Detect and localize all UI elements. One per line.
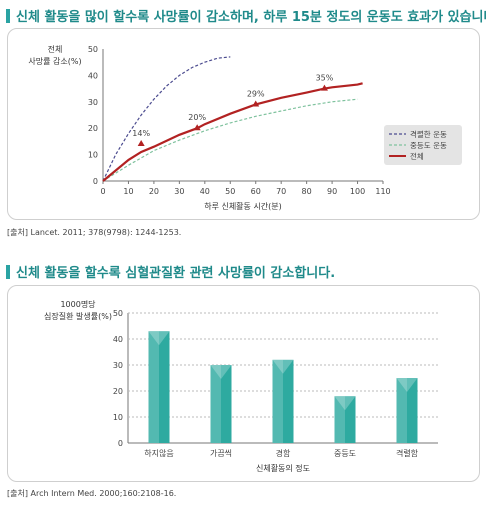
y-axis-label: 전체 xyxy=(48,44,63,54)
bar-top-facet xyxy=(396,378,418,392)
y-tick-label: 10 xyxy=(113,413,123,422)
y-axis-label: 심장질환 발생률(%) xyxy=(44,311,112,321)
bar-body xyxy=(272,359,294,443)
series-line-3 xyxy=(102,82,363,182)
bar-top-facet xyxy=(334,396,356,411)
bar-4 xyxy=(334,396,356,443)
x-tick-label: 40 xyxy=(200,187,210,196)
bar-2 xyxy=(210,365,232,443)
bar-1 xyxy=(148,331,170,443)
x-tick-label: 20 xyxy=(149,187,159,196)
section-heading-activity-mortality: 신체 활동을 많이 할수록 사망률이 감소하며, 하루 15분 정도의 운동도 … xyxy=(6,6,486,25)
x-tick-label: 50 xyxy=(225,187,235,196)
heading-accent-bar xyxy=(6,9,10,23)
y-tick-label: 50 xyxy=(88,45,98,54)
bar-body xyxy=(148,331,170,443)
y-tick-label: 0 xyxy=(93,177,98,186)
bar-top-facet xyxy=(272,359,294,374)
x-axis-label: 하루 신체활동 시간(분) xyxy=(204,201,282,211)
heading-text: 신체 활동을 많이 할수록 사망률이 감소하며, 하루 15분 정도의 운동도 … xyxy=(16,10,486,25)
bar-highlight xyxy=(272,359,283,443)
section-heading-cardio-mortality: 신체 활동을 할수록 심혈관질환 관련 사망률이 감소합니다. xyxy=(6,262,335,281)
y-axis-label: 사망률 감소(%) xyxy=(28,56,81,66)
data-label: 35% xyxy=(316,74,334,83)
y-tick-label: 40 xyxy=(113,335,123,344)
x-tick-label: 70 xyxy=(276,187,286,196)
x-tick-label: 80 xyxy=(302,187,312,196)
y-tick-label: 20 xyxy=(113,387,123,396)
x-axis-label: 신체활동의 정도 xyxy=(256,463,310,473)
y-tick-label: 30 xyxy=(113,361,123,370)
bar-highlight xyxy=(210,365,221,443)
bar-5 xyxy=(396,378,418,443)
y-tick-label: 50 xyxy=(113,309,123,318)
bar-highlight xyxy=(396,378,407,443)
x-tick-label: 110 xyxy=(375,187,390,196)
x-tick-label: 60 xyxy=(251,187,261,196)
y-tick-label: 20 xyxy=(88,124,98,133)
data-point-marker xyxy=(252,100,260,107)
bar-body xyxy=(334,396,356,443)
y-tick-label: 0 xyxy=(118,439,123,448)
legend-label: 전체 xyxy=(410,151,424,161)
x-tick-label: 가끔씩 xyxy=(210,448,232,458)
x-tick-label: 0 xyxy=(100,187,105,196)
heading-accent-bar xyxy=(6,265,10,279)
legend-label: 중등도 운동 xyxy=(410,141,447,150)
bar-top-facet xyxy=(210,365,232,379)
source-note-2: [출처] Arch Intern Med. 2000;160:2108-16. xyxy=(7,489,177,498)
x-tick-label: 30 xyxy=(174,187,184,196)
x-tick-label: 10 xyxy=(123,187,133,196)
bar-body xyxy=(210,365,232,443)
data-point-marker xyxy=(320,84,328,91)
bar-body xyxy=(396,378,418,443)
bar-highlight xyxy=(334,396,345,443)
data-label: 29% xyxy=(247,89,265,98)
heading-text: 신체 활동을 할수록 심혈관질환 관련 사망률이 감소합니다. xyxy=(16,266,336,281)
x-tick-label: 경함 xyxy=(276,448,291,458)
x-tick-label: 중등도 xyxy=(334,449,356,458)
y-tick-label: 40 xyxy=(88,71,98,80)
y-tick-label: 10 xyxy=(88,151,98,160)
data-point-marker xyxy=(137,140,145,147)
series-line-1 xyxy=(102,56,231,182)
x-tick-label: 90 xyxy=(327,187,337,196)
series-line-2 xyxy=(102,98,358,182)
bar-top-facet xyxy=(148,331,170,346)
data-label: 20% xyxy=(188,113,206,122)
line-chart-panel: 0 10 20 30 40 50 0 10 20 30 40 50 60 70 80 90 100 110 전체 사망… xyxy=(7,28,480,220)
y-tick-label: 30 xyxy=(88,98,98,107)
y-axis-label: 1000명당 xyxy=(60,299,96,309)
data-label: 14% xyxy=(132,129,150,138)
data-point-marker xyxy=(193,124,201,131)
x-tick-label: 격렬함 xyxy=(396,448,419,458)
bar-highlight xyxy=(148,331,159,443)
x-tick-label: 하지않음 xyxy=(144,448,173,458)
legend-label: 격렬한 운동 xyxy=(410,129,447,139)
x-tick-label: 100 xyxy=(350,187,365,196)
bar-3 xyxy=(272,359,294,443)
source-note-1: [출처] Lancet. 2011; 378(9798): 1244-1253. xyxy=(7,228,182,237)
